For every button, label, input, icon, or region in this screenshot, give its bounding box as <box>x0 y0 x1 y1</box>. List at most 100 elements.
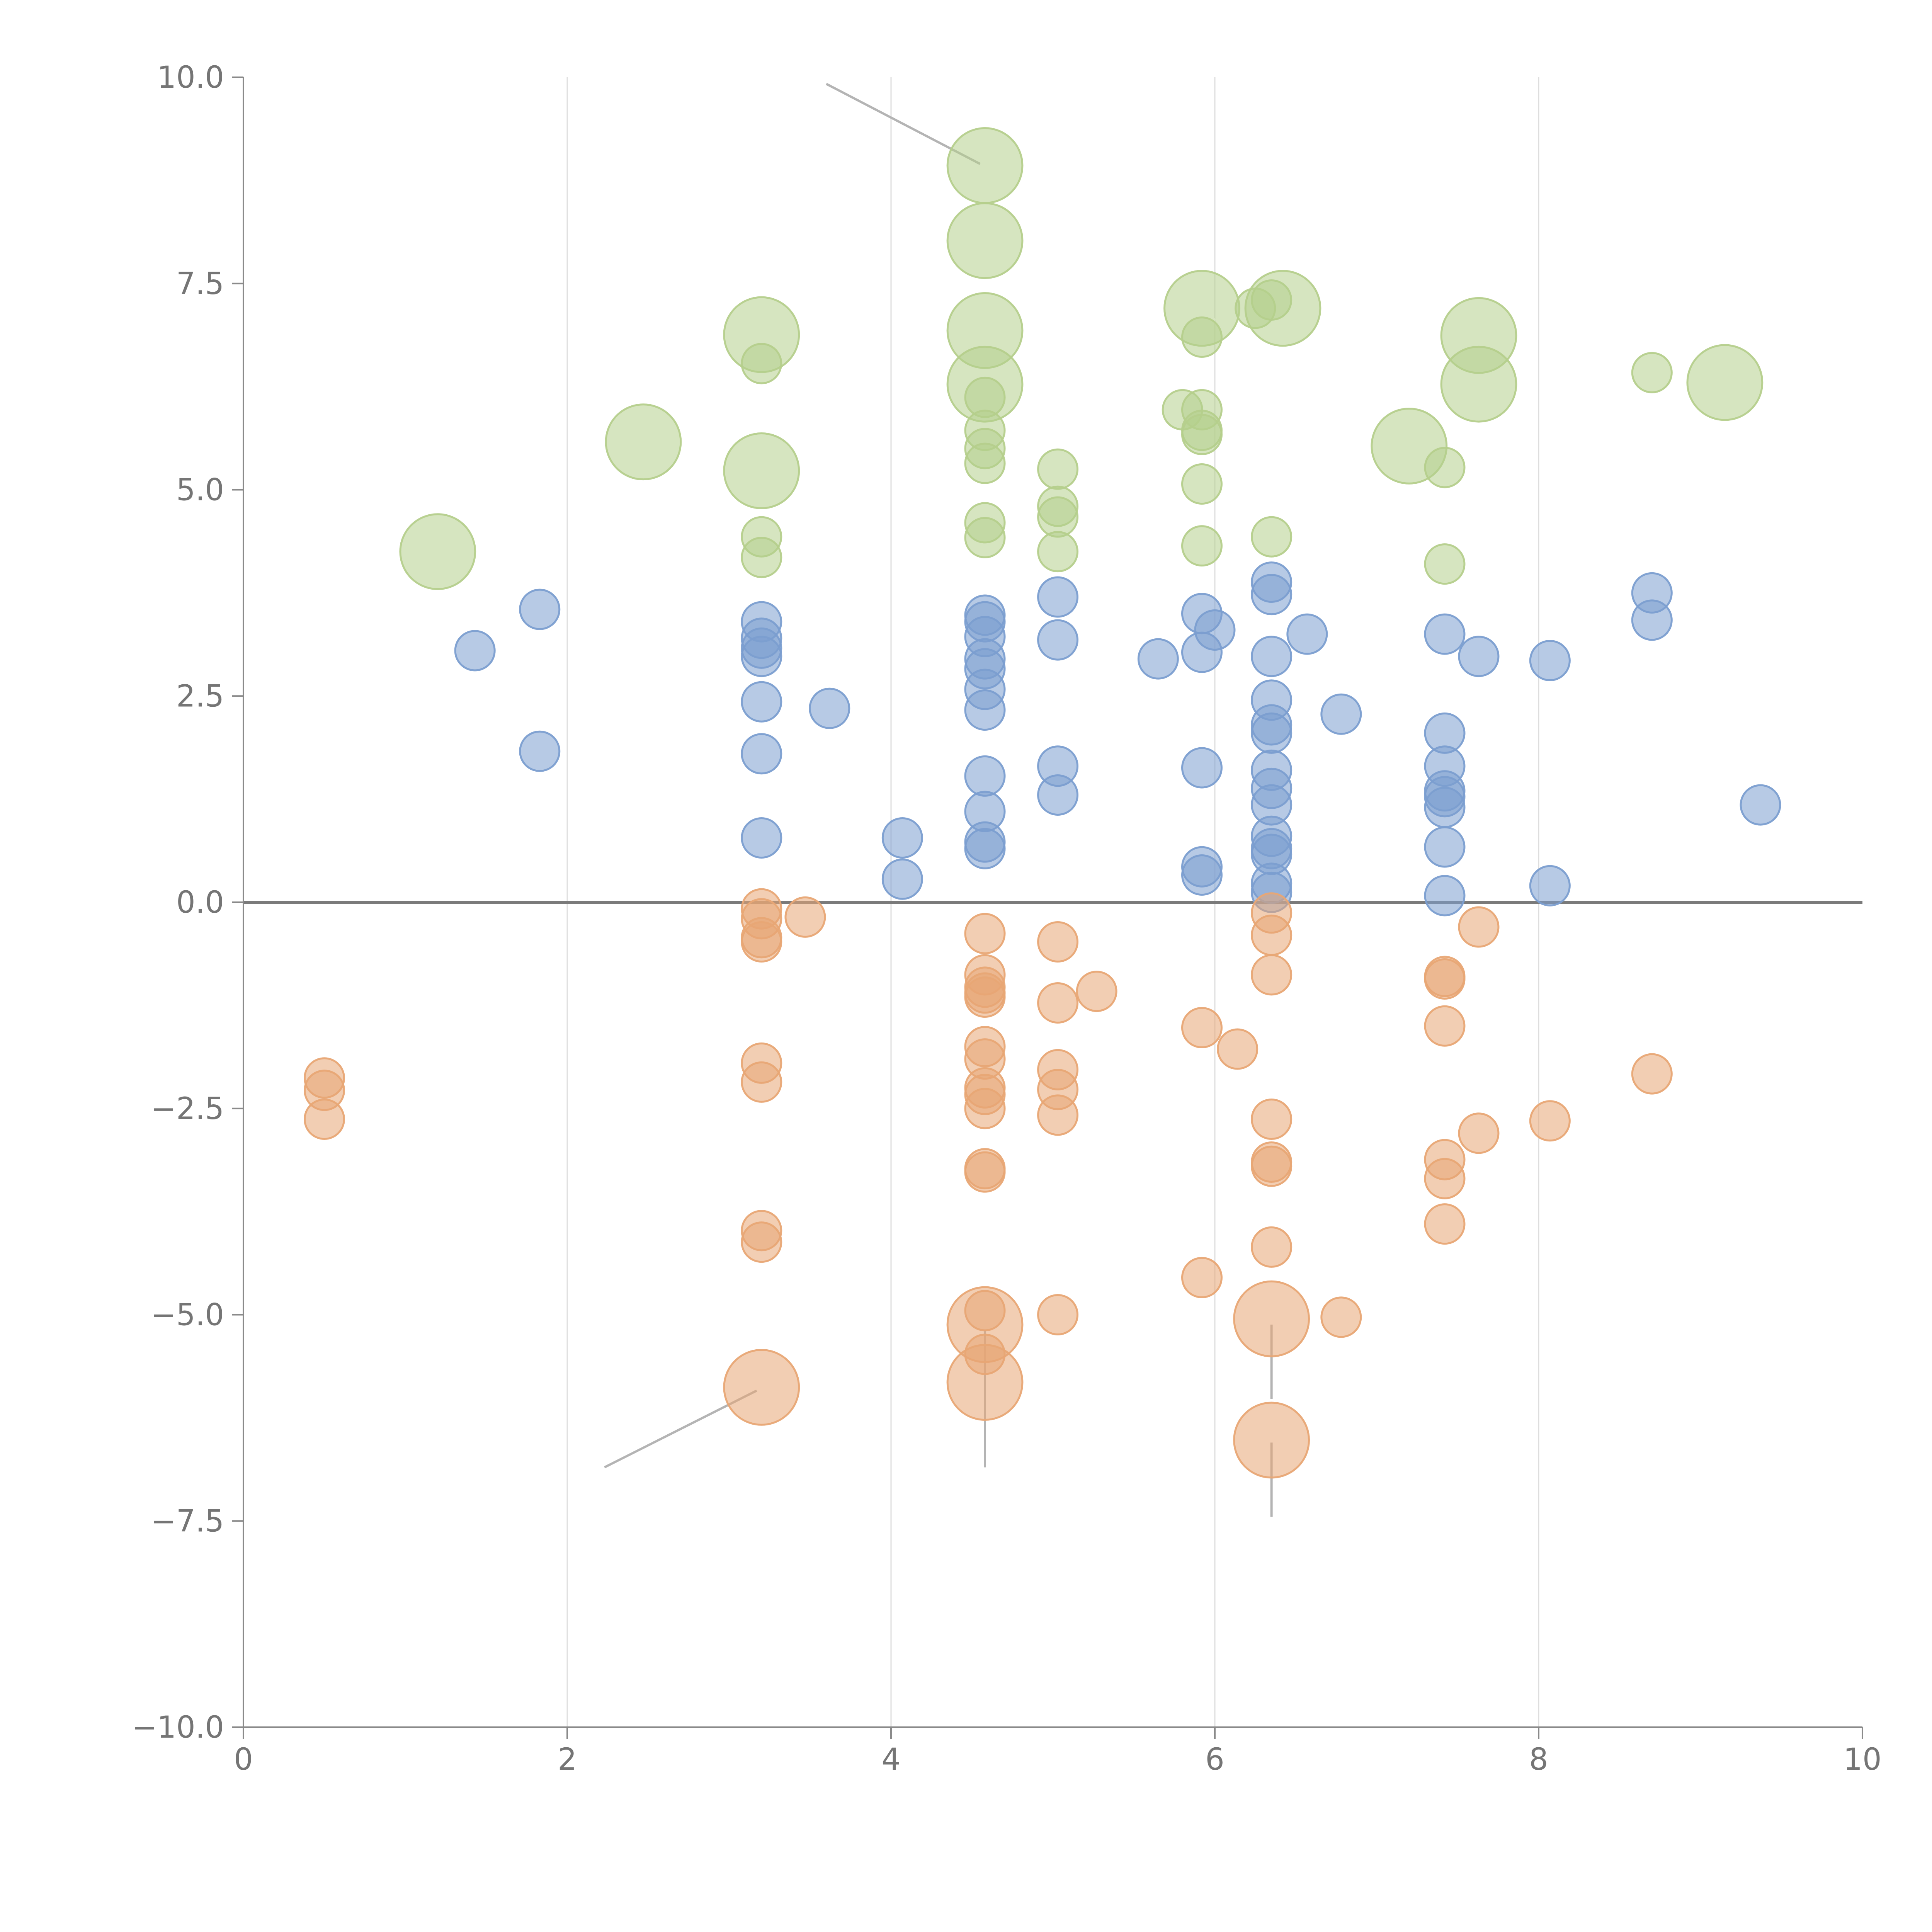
green-point <box>1037 531 1079 573</box>
blue-point <box>1194 609 1236 651</box>
blue-point <box>1458 636 1500 677</box>
blue-point <box>1137 638 1179 680</box>
y-axis-ticks: −10.0 −7.5 −5.0 −2.5 0.0 2.5 5.0 7.5 10.0 <box>132 60 243 1745</box>
data-points <box>304 127 1781 1479</box>
blue-point <box>519 730 561 772</box>
orange-point <box>1424 1158 1466 1199</box>
blue-point <box>964 828 1006 869</box>
blue-point <box>1251 574 1293 616</box>
green-point <box>1181 316 1223 358</box>
orange-point <box>723 1349 800 1426</box>
blue-point <box>741 817 782 859</box>
green-point <box>399 513 476 590</box>
orange-point <box>1181 1007 1223 1049</box>
x-tick-label: 6 <box>1205 1742 1225 1777</box>
orange-point <box>741 1221 782 1263</box>
blue-point <box>741 636 782 677</box>
blue-point <box>1424 786 1466 828</box>
orange-point <box>1251 1226 1293 1268</box>
green-point <box>1037 496 1079 538</box>
y-tick-label: −5.0 <box>151 1298 224 1333</box>
green-point <box>1037 448 1079 490</box>
blue-point <box>964 755 1006 797</box>
green-point <box>741 537 782 578</box>
blue-point <box>741 733 782 775</box>
orange-point <box>741 921 782 963</box>
green-point <box>1251 516 1293 558</box>
green-point <box>1424 447 1466 488</box>
orange-point <box>1251 1145 1293 1187</box>
green-point <box>1181 463 1223 505</box>
blue-point <box>1529 639 1571 681</box>
blue-point <box>1037 619 1079 661</box>
orange-point <box>964 913 1006 954</box>
blue-point <box>1037 774 1079 816</box>
orange-point <box>1320 1296 1362 1338</box>
orange-point <box>1424 1203 1466 1245</box>
orange-point <box>1233 1280 1310 1357</box>
orange-point <box>304 1099 345 1140</box>
orange-point <box>1631 1053 1673 1095</box>
orange-point <box>741 1061 782 1103</box>
orange-point <box>1424 958 1466 1000</box>
orange-point <box>964 1088 1006 1129</box>
orange-point <box>964 976 1006 1018</box>
green-point <box>1181 525 1223 567</box>
blue-point <box>1251 636 1293 677</box>
green-point <box>723 432 800 509</box>
green-point <box>605 403 682 481</box>
y-tick-label: 7.5 <box>176 267 224 301</box>
orange-point <box>1424 1005 1466 1047</box>
blue-point <box>809 687 850 729</box>
orange-point <box>1251 1099 1293 1140</box>
blue-point <box>519 588 561 630</box>
x-tick-label: 2 <box>558 1742 577 1777</box>
y-tick-label: 2.5 <box>176 679 224 714</box>
orange-point <box>964 1151 1006 1193</box>
orange-point <box>1458 1112 1500 1154</box>
y-tick-label: −2.5 <box>151 1092 224 1126</box>
x-tick-label: 10 <box>1843 1742 1881 1777</box>
green-point <box>1631 352 1673 393</box>
green-point <box>1686 344 1764 421</box>
blue-point <box>1424 875 1466 917</box>
green-point <box>964 442 1006 484</box>
blue-point <box>881 817 923 859</box>
blue-point <box>881 858 923 900</box>
orange-point <box>1037 1294 1079 1335</box>
green-point <box>946 202 1024 279</box>
y-tick-label: 0.0 <box>176 885 224 920</box>
orange-point <box>784 896 826 938</box>
green-point <box>1424 543 1466 585</box>
orange-point <box>1037 1094 1079 1136</box>
green-point <box>946 127 1024 204</box>
y-tick-label: 5.0 <box>176 473 224 508</box>
blue-point <box>741 681 782 723</box>
orange-point <box>1529 1100 1571 1142</box>
green-point <box>1440 345 1517 423</box>
blue-point <box>1740 784 1781 826</box>
blue-point <box>1424 826 1466 868</box>
blue-point <box>1424 613 1466 655</box>
y-tick-label: 10.0 <box>157 60 224 95</box>
orange-point <box>1181 1257 1223 1298</box>
blue-point <box>1037 576 1079 618</box>
x-axis-ticks: 0 2 4 6 8 10 <box>234 1727 1882 1777</box>
green-point <box>1181 413 1223 455</box>
y-tick-label: −10.0 <box>132 1710 224 1745</box>
blue-point <box>1320 693 1362 735</box>
blue-point <box>964 689 1006 731</box>
y-tick-label: −7.5 <box>151 1504 224 1539</box>
connector-lines <box>445 83 1726 1517</box>
orange-point <box>1217 1028 1259 1070</box>
green-point <box>1244 270 1321 347</box>
x-tick-label: 4 <box>881 1742 901 1777</box>
green-point <box>964 517 1006 558</box>
blue-point <box>1181 747 1223 789</box>
orange-point <box>1037 982 1079 1024</box>
green-point <box>741 343 782 384</box>
orange-point <box>1458 906 1500 948</box>
blue-point <box>1286 613 1328 655</box>
orange-point <box>1251 954 1293 996</box>
